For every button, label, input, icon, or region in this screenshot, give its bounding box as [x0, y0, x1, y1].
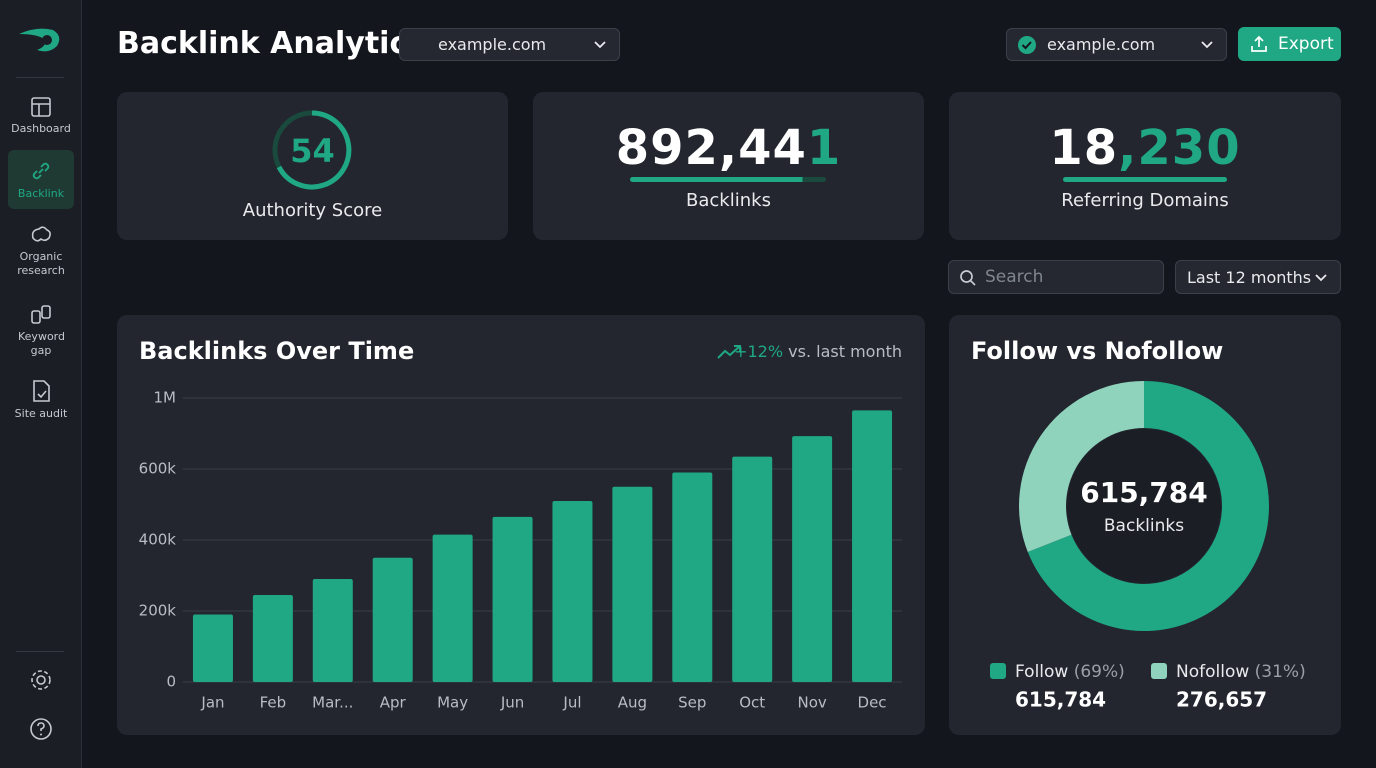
separator — [16, 651, 64, 652]
x-tick-label: Jan — [200, 694, 224, 712]
settings-icon[interactable] — [28, 667, 54, 693]
legend-swatch — [990, 663, 1006, 679]
search-input[interactable]: Search — [948, 260, 1164, 294]
y-tick-label: 200k — [139, 602, 177, 620]
x-tick-label: Jul — [562, 694, 581, 712]
button-label: Export — [1278, 34, 1334, 54]
nav-item[interactable]: Organic research — [8, 224, 74, 278]
x-tick-label: Apr — [380, 694, 407, 712]
x-tick-label: Aug — [618, 694, 647, 712]
donut-slice — [1027, 381, 1269, 631]
nav-label: Keyword gap — [18, 330, 65, 357]
separator — [16, 77, 64, 78]
legend-percent: (31%) — [1255, 662, 1306, 682]
select-value: example.com — [1047, 35, 1156, 54]
stat-card: 54 Authority Score — [117, 92, 508, 240]
bar — [612, 486, 653, 682]
page-title: Backlink Analytics — [117, 26, 426, 61]
nav-item[interactable]: Keyword gap — [8, 302, 74, 358]
x-tick-label: Dec — [858, 694, 887, 712]
y-tick-label: 0 — [166, 673, 176, 691]
bar-chart: Backlinks Over Time +12% vs. last month … — [139, 337, 902, 712]
stat-label: Backlinks — [686, 190, 771, 211]
underline — [1063, 177, 1227, 182]
nav-item[interactable]: Site audit — [8, 379, 74, 421]
legend-value: 615,784 — [1015, 688, 1106, 712]
export-button[interactable]: Export — [1238, 27, 1341, 61]
bar — [192, 614, 233, 682]
nav-item[interactable]: Dashboard — [8, 96, 74, 136]
y-tick-label: 600k — [139, 460, 177, 478]
bar — [372, 557, 413, 682]
bar — [252, 595, 293, 682]
nav-item-active[interactable]: Backlink — [8, 150, 74, 209]
legend-entry: Nofollow (31%) — [1176, 662, 1306, 682]
legend-entry: Follow (69%) — [1015, 662, 1125, 682]
project-select[interactable]: example.com — [1006, 28, 1227, 61]
center-value: 615,784 — [1080, 476, 1208, 509]
trend-text: vs. last month — [788, 342, 902, 361]
stat-card: 18,230 Referring Domains — [949, 92, 1341, 240]
stat-value: 18,230 — [1049, 120, 1241, 176]
nav-label: Dashboard — [11, 122, 71, 135]
y-tick-label: 1M — [154, 389, 177, 407]
bar — [432, 534, 473, 682]
donut-slice — [1019, 381, 1144, 553]
legend-swatch — [1151, 663, 1167, 679]
score-ring — [272, 110, 352, 190]
center-label: Backlinks — [1104, 516, 1184, 536]
stat-value: 54 — [290, 132, 335, 170]
x-tick-label: Nov — [797, 694, 826, 712]
bar — [732, 456, 773, 682]
bar — [492, 516, 533, 682]
sidebar: Dashboard Backlink Organic research Keyw… — [0, 0, 82, 768]
x-tick-label: Feb — [260, 694, 287, 712]
select-value: Last 12 months — [1187, 267, 1312, 287]
nav-label: Site audit — [14, 407, 68, 420]
donut-card: Follow vs Nofollow Follow (69%) 615,784 No… — [949, 315, 1341, 735]
nav-label: Organic research — [17, 250, 65, 277]
chart-title: Follow vs Nofollow — [971, 337, 1223, 365]
placeholder: Search — [985, 267, 1044, 287]
trend: +12% vs. last month — [734, 342, 902, 361]
bar — [552, 500, 593, 682]
bar — [312, 579, 353, 682]
domain-select[interactable]: example.com — [399, 28, 620, 61]
chart-title: Backlinks Over Time — [139, 337, 414, 365]
select-value: example.com — [438, 35, 547, 54]
bar — [852, 410, 893, 682]
stat-value: 892,441 — [615, 120, 842, 176]
underline — [630, 177, 826, 182]
bar — [672, 472, 713, 682]
x-tick-label: Sep — [678, 694, 706, 712]
donut-hole — [1067, 429, 1221, 583]
x-tick-label: May — [437, 694, 468, 712]
legend-name: Follow — [1015, 662, 1068, 682]
stat-label: Authority Score — [242, 200, 383, 221]
y-tick-label: 400k — [139, 531, 177, 549]
trend-value: +12% — [734, 342, 783, 361]
bar-chart-card: Backlinks Over Time +12% vs. last month … — [117, 315, 925, 735]
stat-card: 892,441 Backlinks — [533, 92, 924, 240]
x-tick-label: Jun — [500, 694, 524, 712]
stat-label: Referring Domains — [1061, 190, 1229, 211]
logo — [19, 28, 60, 52]
nav-label: Backlink — [17, 187, 65, 200]
legend-value: 276,657 — [1176, 688, 1267, 712]
bar — [792, 436, 833, 682]
trend-icon — [717, 345, 741, 359]
legend-name: Nofollow — [1176, 662, 1249, 682]
period-select[interactable]: Last 12 months — [1175, 260, 1341, 294]
legend-percent: (69%) — [1074, 662, 1125, 682]
donut-chart: Follow vs Nofollow Follow (69%) 615,784 No… — [971, 337, 1306, 712]
help-icon[interactable] — [28, 716, 54, 742]
x-tick-label: Mar... — [312, 694, 353, 712]
x-tick-label: Oct — [739, 694, 765, 712]
